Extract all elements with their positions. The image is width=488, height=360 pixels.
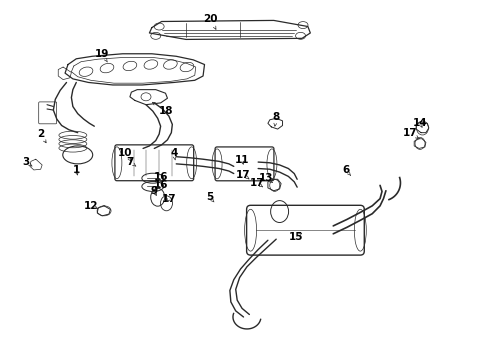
Text: 6: 6 [342,165,349,175]
Text: 14: 14 [412,118,427,128]
Text: 5: 5 [205,192,213,202]
Text: 8: 8 [272,112,279,122]
Text: 1: 1 [73,165,80,175]
Text: 13: 13 [259,173,273,183]
Text: 20: 20 [203,14,217,24]
Text: 17: 17 [236,170,250,180]
Text: 4: 4 [170,148,177,158]
Text: 17: 17 [402,128,417,138]
Text: 7: 7 [126,157,133,167]
Text: 10: 10 [118,148,132,158]
Text: 16: 16 [153,180,167,190]
Text: 15: 15 [288,232,303,242]
Text: 12: 12 [83,201,98,211]
Text: 17: 17 [161,194,176,204]
Text: 16: 16 [153,172,167,182]
Text: 3: 3 [22,157,30,167]
Text: 9: 9 [150,186,158,197]
Text: 2: 2 [37,129,44,139]
Text: 18: 18 [159,106,173,116]
Text: 17: 17 [249,178,264,188]
Text: 19: 19 [95,49,109,59]
Text: 11: 11 [234,155,249,165]
